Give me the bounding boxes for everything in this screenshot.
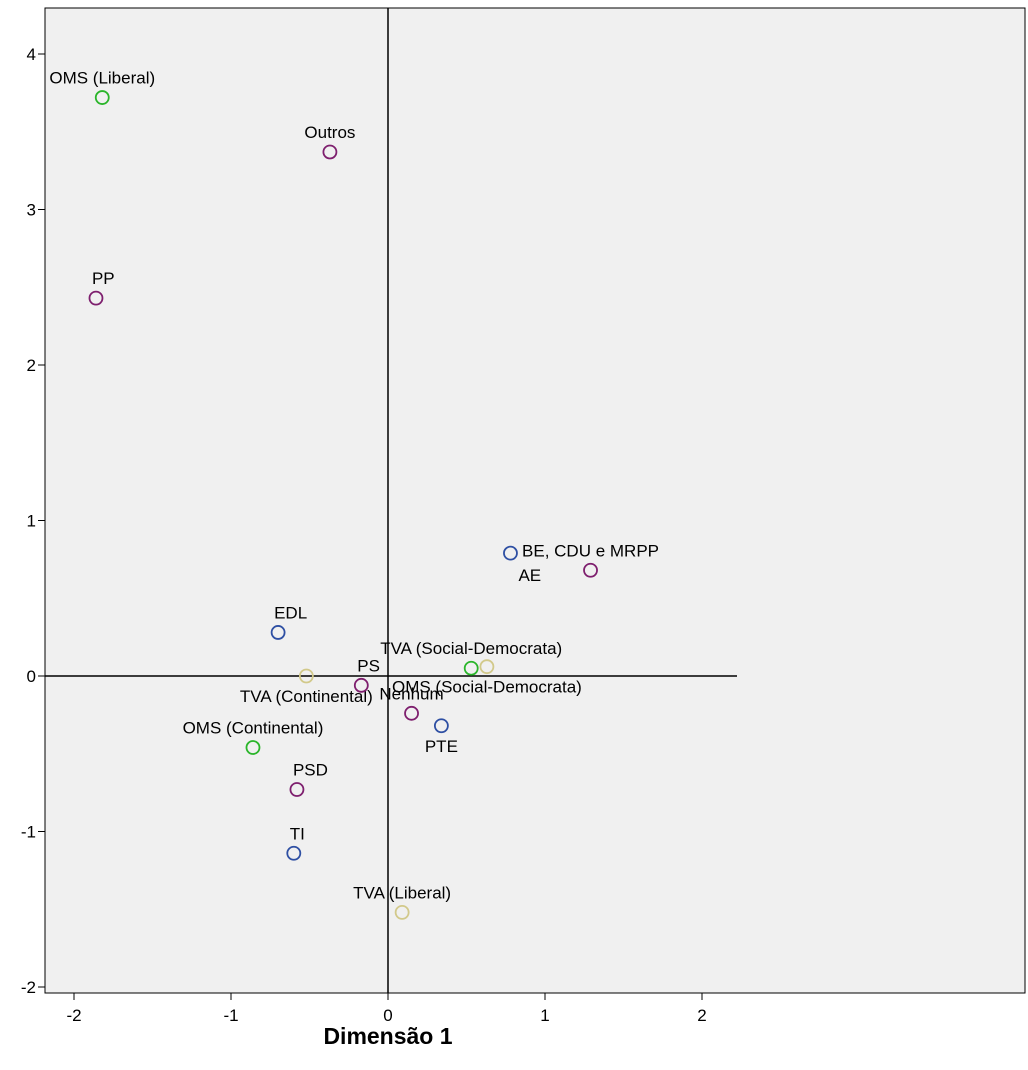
y-tick-label: -2: [21, 978, 36, 997]
point-group: PTE: [425, 718, 458, 756]
point-label: TVA (Social-Democrata): [380, 639, 562, 658]
point-label: TVA (Continental): [240, 687, 373, 706]
point-marker: [245, 740, 261, 755]
point-group: PS: [353, 656, 380, 693]
point-marker: [503, 545, 518, 561]
point-marker: [583, 562, 598, 578]
point-group: Nenhum: [379, 684, 444, 721]
point-label: EDL: [274, 603, 307, 622]
point-marker: [404, 705, 419, 721]
point-label: TVA (Liberal): [353, 883, 451, 902]
point-group: TVA (Social-Democrata): [380, 639, 562, 676]
point-marker: [322, 144, 338, 160]
point-label: PP: [92, 269, 115, 288]
point-label: PS: [357, 656, 380, 675]
point-group: BE, CDU e MRPP: [522, 541, 659, 578]
point-label: OMS (Social-Democrata): [392, 678, 582, 697]
plot-area: [44, 7, 1026, 994]
x-tick-label: -2: [66, 1006, 81, 1025]
point-label: PSD: [293, 761, 328, 780]
point-group: EDL: [270, 603, 307, 640]
point-marker: [94, 90, 110, 105]
x-tick-label: 2: [697, 1006, 706, 1025]
point-marker: [463, 660, 479, 676]
point-label: Outros: [304, 123, 355, 142]
point-group: TI: [286, 824, 305, 861]
y-tick-label: -1: [21, 823, 36, 842]
x-tick-label: 0: [383, 1006, 392, 1025]
point-marker: [289, 782, 305, 797]
point-group: Outros: [304, 123, 355, 160]
point-marker: [433, 718, 449, 734]
point-label: TI: [290, 824, 305, 843]
point-group: PSD: [289, 761, 328, 797]
point-label: OMS (Continental): [183, 719, 324, 738]
point-marker: [394, 904, 410, 920]
point-group: TVA (Liberal): [353, 883, 451, 920]
point-marker: [286, 845, 302, 861]
y-tick-label: 2: [27, 356, 36, 375]
point-label: BE, CDU e MRPP: [522, 541, 659, 560]
y-tick-label: 1: [27, 512, 36, 531]
y-tick-label: 3: [27, 201, 36, 220]
point-label: AE: [518, 566, 541, 585]
x-tick-label: 1: [540, 1006, 549, 1025]
point-group: AE: [503, 545, 541, 585]
points-layer: OMS (Liberal) Outros PP BE, CDU e MRPP AE EDL…: [49, 69, 659, 920]
point-marker: [270, 625, 286, 640]
point-marker: [298, 668, 314, 684]
y-tick-label: 0: [27, 667, 36, 686]
point-group: OMS (Continental): [183, 719, 324, 755]
point-group: OMS (Liberal): [49, 69, 155, 105]
reference-lines: [45, 8, 737, 993]
axes: -2 -1 0 1 2 -2 -1 0 1 2 3 4: [21, 45, 707, 1025]
y-tick-label: 4: [27, 45, 36, 64]
point-group: OMS (Social-Democrata): [392, 659, 582, 697]
point-marker: [479, 659, 495, 675]
x-axis-title: Dimensão 1: [323, 1023, 452, 1049]
point-label: PTE: [425, 737, 458, 756]
point-label: Nenhum: [379, 684, 443, 703]
point-marker: [353, 677, 369, 693]
point-marker: [88, 290, 104, 306]
point-group: TVA (Continental): [240, 668, 373, 706]
point-label: OMS (Liberal): [49, 69, 155, 88]
x-tick-label: -1: [223, 1006, 238, 1025]
point-group: PP: [88, 269, 115, 306]
